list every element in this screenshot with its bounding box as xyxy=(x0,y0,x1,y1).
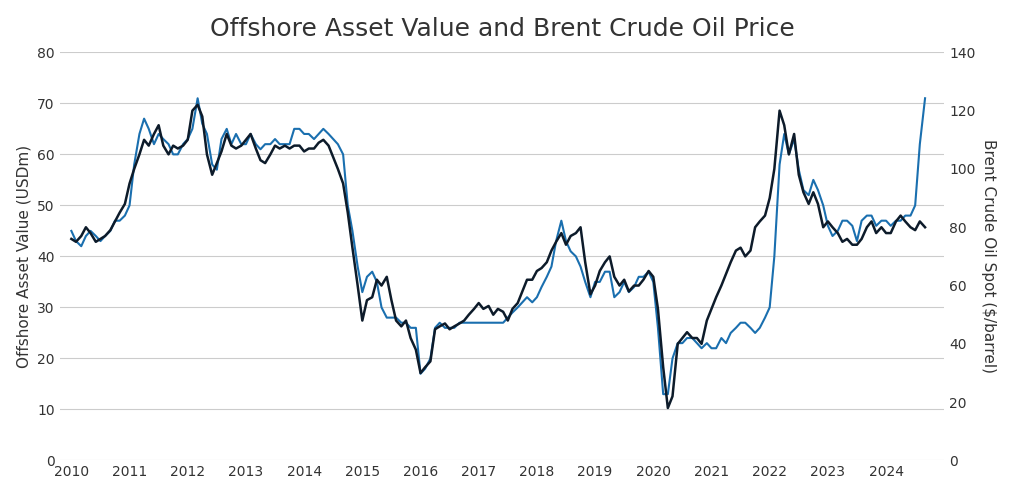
Y-axis label: Offshore Asset Value (USDm): Offshore Asset Value (USDm) xyxy=(16,145,31,368)
Y-axis label: Brent Crude Oil Spot ($/barrel): Brent Crude Oil Spot ($/barrel) xyxy=(982,139,997,373)
Title: Offshore Asset Value and Brent Crude Oil Price: Offshore Asset Value and Brent Crude Oil… xyxy=(210,17,794,41)
